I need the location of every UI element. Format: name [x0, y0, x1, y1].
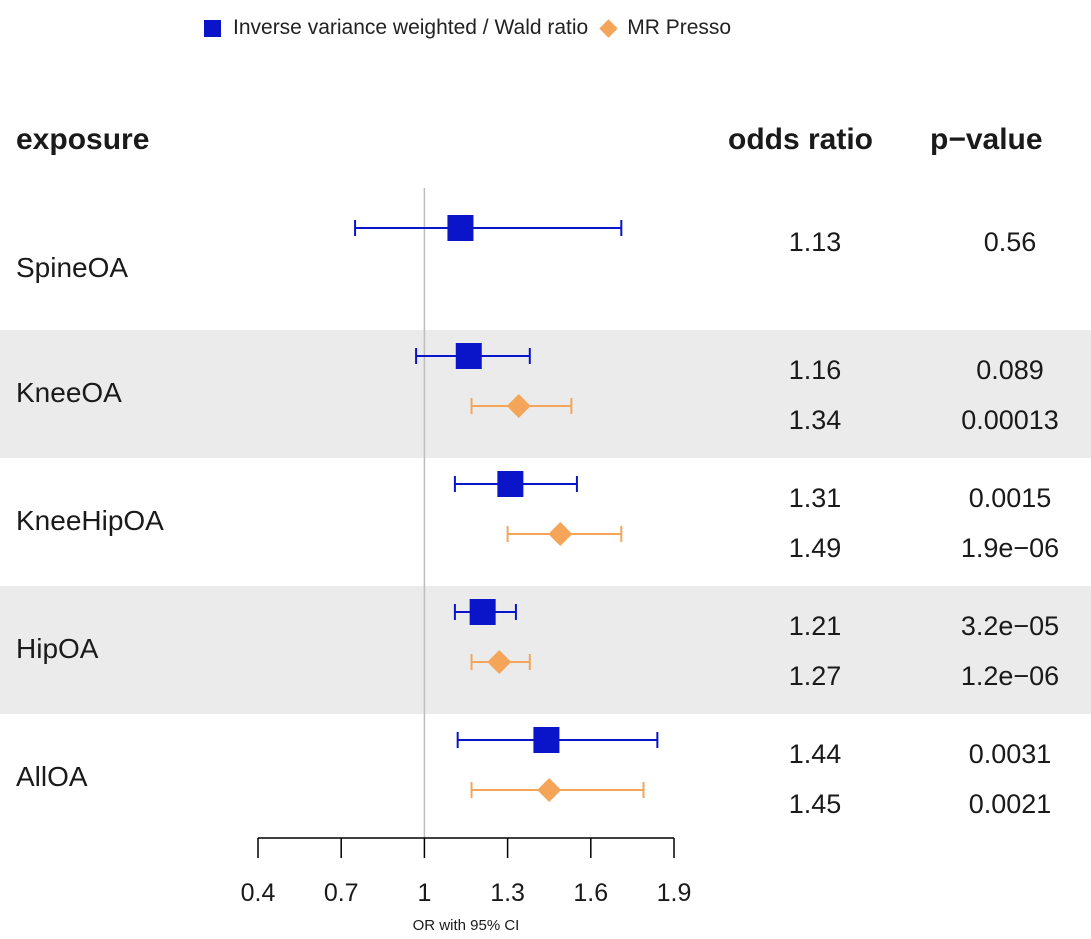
exposure-label: KneeHipOA	[16, 505, 164, 536]
x-tick-label: 1.3	[490, 879, 525, 907]
x-tick-label: 1	[417, 879, 431, 907]
exposure-label: HipOA	[16, 633, 99, 664]
p-value-value: 0.0031	[968, 739, 1052, 769]
p-value-value: 0.0021	[968, 789, 1052, 819]
p-value-value: 0.56	[983, 227, 1037, 257]
row-band	[0, 586, 1091, 714]
odds-ratio-value: 1.49	[788, 533, 842, 563]
odds-ratio-value: 1.45	[788, 789, 842, 819]
odds-ratio-value: 1.21	[788, 611, 842, 641]
exposure-label: AllOA	[16, 761, 88, 792]
exposure-label: KneeOA	[16, 377, 122, 408]
presso-point	[548, 522, 573, 546]
p-value-value: 0.089	[976, 355, 1044, 385]
x-tick-label: 0.4	[241, 879, 276, 907]
ivw-point	[469, 599, 496, 625]
legend: Inverse variance weighted / Wald ratio M…	[204, 16, 731, 40]
p-value-header: p−value	[930, 123, 1043, 156]
p-value-value: 0.00013	[961, 405, 1059, 435]
ivw-legend-label: Inverse variance weighted / Wald ratio	[233, 16, 589, 39]
row-band	[0, 330, 1091, 458]
x-tick-label: 0.7	[324, 879, 359, 907]
odds-ratio-value: 1.31	[788, 483, 842, 513]
ivw-point	[497, 471, 524, 497]
odds-ratio-value: 1.27	[788, 661, 842, 691]
ivw-legend-swatch	[204, 19, 221, 37]
ivw-point	[455, 343, 482, 369]
odds-ratio-value: 1.16	[788, 355, 842, 385]
p-value-value: 1.9e−06	[960, 533, 1060, 563]
x-tick-label: 1.9	[657, 879, 692, 907]
odds-ratio-value: 1.44	[788, 739, 842, 769]
p-value-value: 1.2e−06	[960, 661, 1060, 691]
presso-point	[487, 650, 512, 674]
x-tick-label: 1.6	[573, 879, 608, 907]
odds-ratio-header: odds ratio	[728, 123, 874, 156]
p-value-value: 0.0015	[968, 483, 1052, 513]
presso-point	[537, 778, 562, 802]
odds-ratio-value: 1.13	[788, 227, 842, 257]
ivw-point	[447, 215, 474, 241]
exposure-header: exposure	[16, 123, 150, 156]
x-axis-title: OR with 95% CI	[413, 917, 520, 934]
exposure-label: SpineOA	[16, 252, 129, 283]
presso-legend-label: MR Presso	[627, 16, 732, 39]
presso-point	[506, 394, 531, 418]
odds-ratio-value: 1.34	[788, 405, 842, 435]
p-value-value: 3.2e−05	[960, 611, 1060, 641]
ivw-point	[533, 727, 560, 753]
